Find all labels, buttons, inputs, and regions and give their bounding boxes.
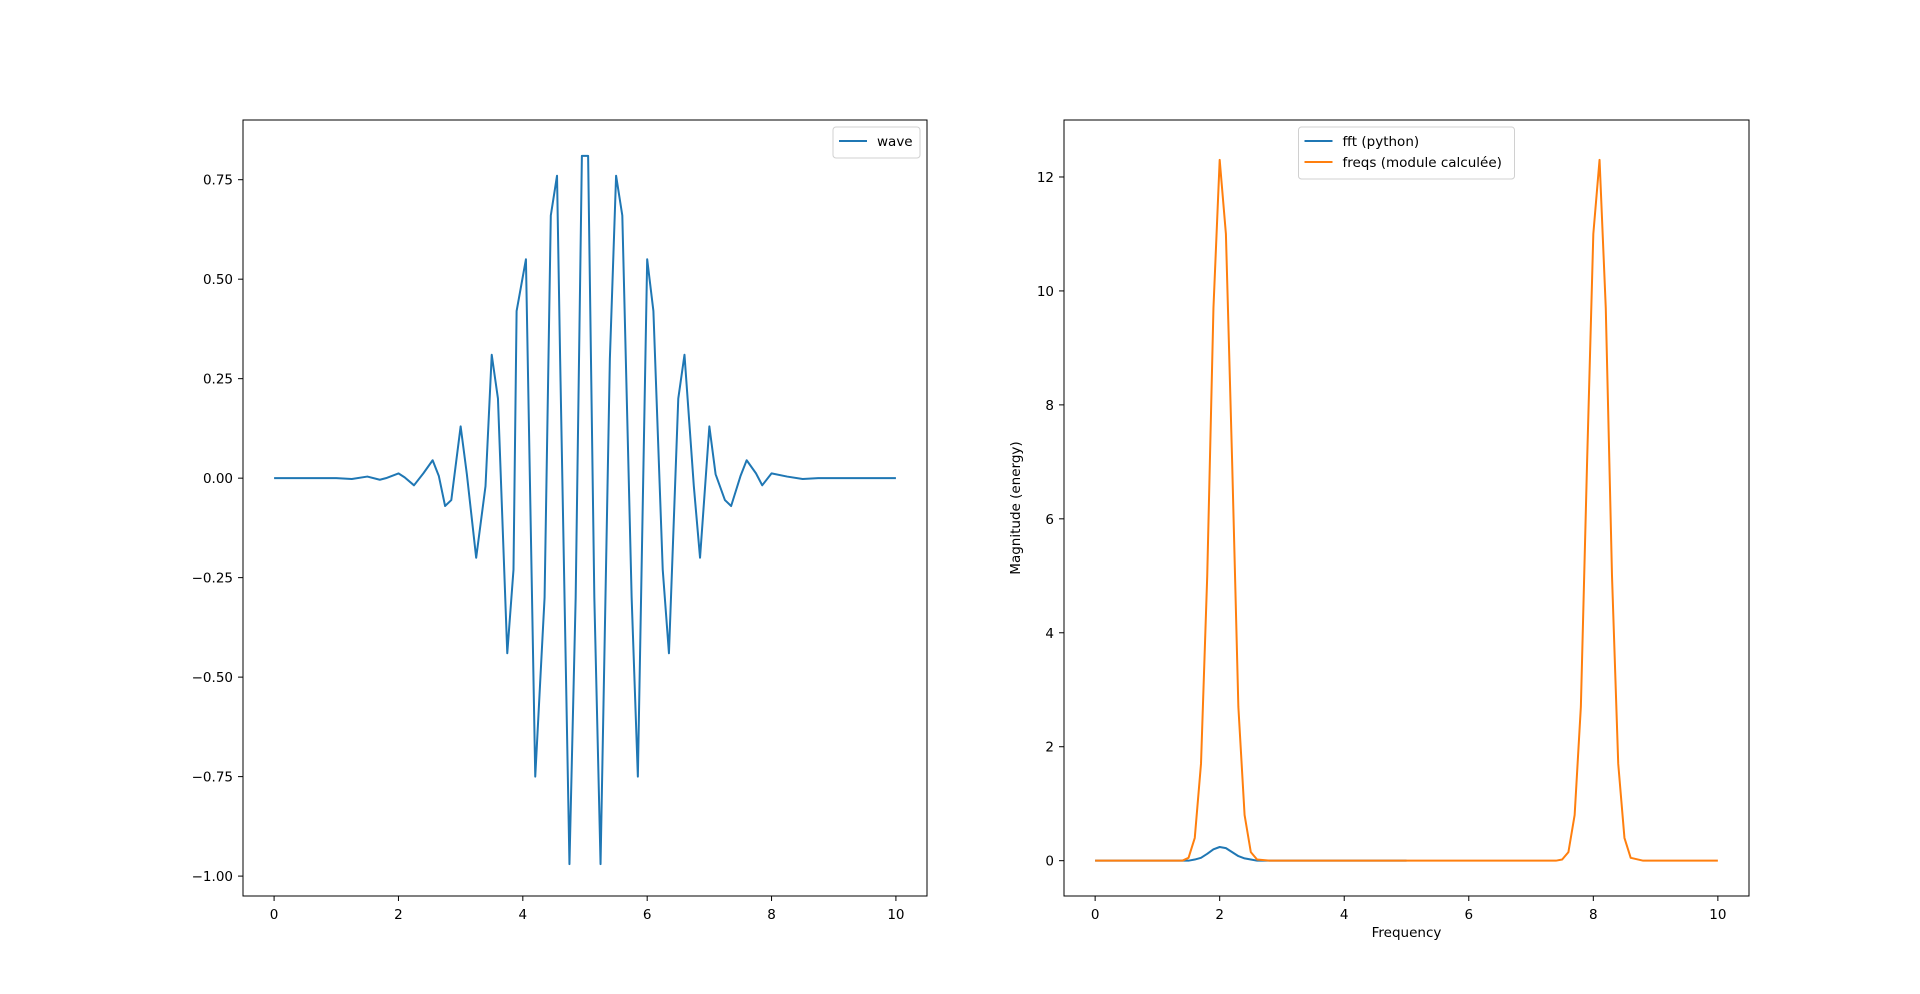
y-tick-label: −0.25 (192, 571, 233, 587)
y-tick-label: 8 (1045, 398, 1054, 414)
x-tick-label: 6 (643, 907, 652, 923)
legend-box (1298, 126, 1515, 180)
legend: fft (python) freqs (module calculée) (1298, 126, 1515, 180)
x-tick-label: 2 (394, 907, 403, 923)
y-tick-label: −1.00 (192, 869, 233, 885)
legend-box (832, 126, 921, 159)
y-tick-label: 12 (1037, 170, 1054, 186)
x-tick-label: 6 (1464, 907, 1473, 923)
y-tick-label: 6 (1045, 512, 1054, 528)
chart-1: 0 2 4 6 8 10 −1.00 −0.75 −0.50 −0.25 0.00 0.25 0.50 0… (192, 119, 928, 923)
series-line-2 (1095, 158, 1718, 862)
x-tick-label: 8 (1589, 907, 1598, 923)
x-tick-label: 0 (1091, 907, 1100, 923)
x-tick-label: 2 (1215, 907, 1224, 923)
x-tick-label: 10 (887, 907, 904, 923)
y-tick-label: 0.50 (203, 272, 233, 288)
y-tick-label: −0.75 (192, 770, 233, 786)
axes-frame (242, 119, 928, 897)
chart-2: 0 2 4 6 8 10 0 2 4 6 8 10 12 Frequency Magnitude (ener… (1008, 119, 1750, 941)
x-tick-label: 8 (767, 907, 776, 923)
series-line-1 (274, 154, 896, 866)
legend-label: fft (python) (1343, 134, 1420, 150)
legend-label: freqs (module calculée) (1343, 155, 1502, 171)
y-tick-label: 4 (1045, 626, 1054, 642)
x-tick-label: 0 (270, 907, 279, 923)
y-tick-label: 0.00 (203, 471, 233, 487)
axes-frame (1063, 119, 1750, 897)
y-tick-label: 2 (1045, 740, 1054, 756)
x-axis-label: Frequency (1372, 925, 1442, 941)
x-tick-label: 10 (1709, 907, 1726, 923)
y-axis-label: Magnitude (energy) (1008, 441, 1024, 574)
x-tick-label: 4 (1340, 907, 1349, 923)
x-tick-label: 4 (519, 907, 528, 923)
y-tick-label: 0 (1045, 854, 1054, 870)
legend: wave (832, 126, 921, 159)
legend-label: wave (877, 134, 913, 150)
y-tick-label: −0.50 (192, 670, 233, 686)
y-tick-label: 10 (1037, 284, 1054, 300)
y-tick-label: 0.75 (203, 173, 233, 189)
y-tick-label: 0.25 (203, 372, 233, 388)
